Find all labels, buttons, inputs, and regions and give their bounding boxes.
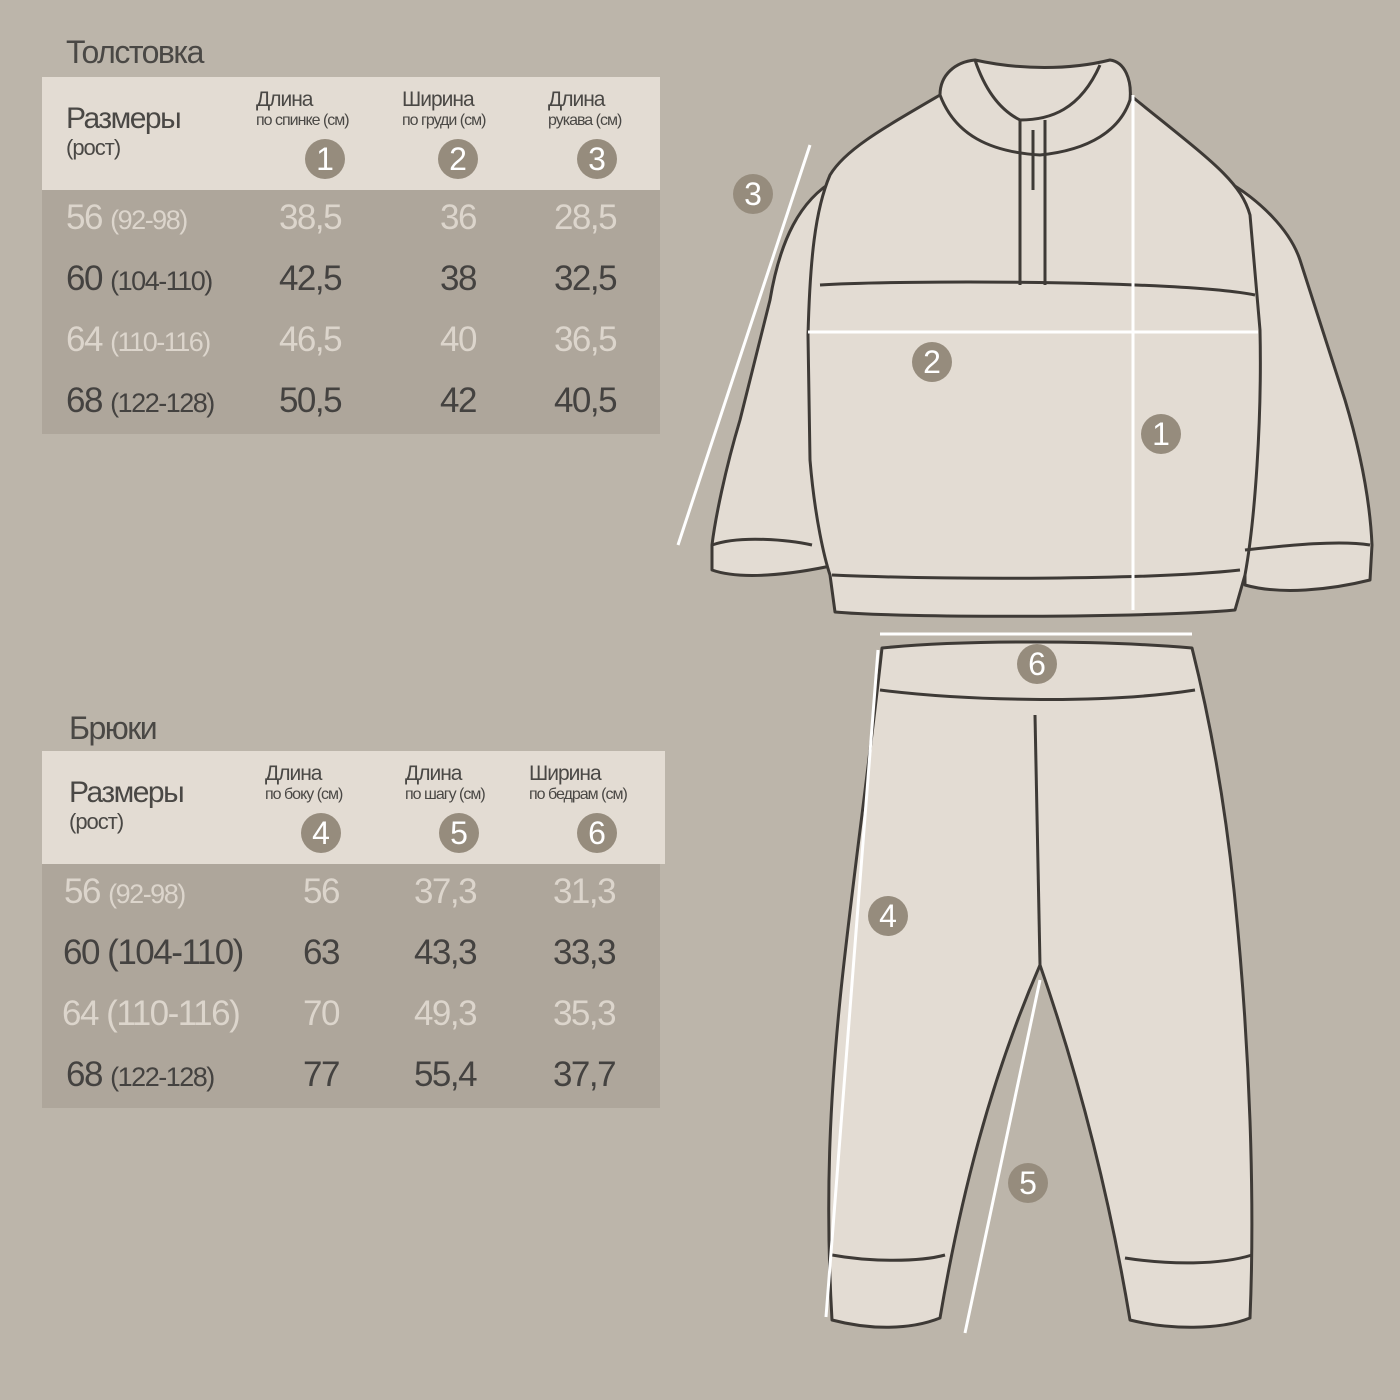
table-header: Размеры (рост) Длина по боку (см) Длина по…	[42, 751, 665, 864]
column-header-side-length: Длина по боку (см)	[265, 762, 343, 804]
side-length-line	[824, 649, 880, 1318]
sizes-header: Размеры (рост)	[66, 102, 182, 161]
table-body: 56 (92-98) 38,5 36 28,5 60 (104-110) 42,…	[42, 190, 660, 434]
sweatshirt-right-sleeve	[1223, 178, 1374, 592]
badge-4: 4	[301, 813, 341, 853]
table-header: Размеры (рост) Длина по спинке (см) Ширин…	[42, 77, 660, 190]
height-label: (рост)	[66, 135, 121, 160]
marker-1: 1	[1141, 414, 1181, 454]
hoodie-title: Толстовка	[66, 34, 204, 70]
column-header-back-length: Длина по спинке (см)	[256, 88, 350, 130]
marker-4: 4	[868, 896, 908, 936]
column-header-sleeve-length: Длина рукава (см)	[548, 88, 622, 130]
table-row: 56 (92-98) 38,5 36 28,5	[66, 198, 618, 237]
pants-title: Брюки	[69, 710, 158, 746]
height-label: (рост)	[69, 809, 124, 834]
pants-size-table: Размеры (рост) Длина по боку (см) Длина по…	[42, 751, 665, 1108]
sizes-label: Размеры	[69, 776, 185, 809]
pants	[827, 640, 1254, 1329]
marker-5: 5	[1008, 1163, 1048, 1203]
badge-1: 1	[305, 139, 345, 179]
table-row: 60 (104-110) 42,5 38 32,5	[66, 259, 618, 298]
sleeve-length-line	[676, 144, 812, 546]
table-row: 64 (110-116) 46,5 40 36,5	[66, 320, 618, 359]
column-header-hip-width: Ширина по бедрам (см)	[529, 762, 628, 804]
table-row: 64 (110-116) 70 49,3 35,3	[62, 994, 617, 1033]
table-body: 56 (92-98) 56 37,3 31,3 60 (104-110) 63 …	[42, 864, 660, 1108]
badge-6: 6	[577, 813, 617, 853]
measurement-lines	[676, 95, 1258, 1334]
sizes-header: Размеры (рост)	[69, 776, 185, 835]
table-row: 60 (104-110) 63 43,3 33,3	[63, 933, 617, 972]
column-header-chest-width: Ширина по груди (см)	[402, 88, 486, 130]
badge-2: 2	[438, 139, 478, 179]
sweatshirt-body	[806, 93, 1262, 618]
table-row: 56 (92-98) 56 37,3 31,3	[64, 872, 617, 911]
table-row: 68 (122-128) 77 55,4 37,7	[66, 1055, 617, 1094]
marker-3: 3	[733, 174, 773, 214]
hoodie-size-table: Размеры (рост) Длина по спинке (см) Ширин…	[42, 77, 660, 434]
badge-5: 5	[439, 813, 479, 853]
sizes-label: Размеры	[66, 102, 182, 135]
sweatshirt-left-sleeve	[710, 178, 837, 577]
inseam-length-line	[963, 979, 1042, 1334]
badge-3: 3	[577, 139, 617, 179]
column-header-inseam-length: Длина по шагу (см)	[405, 762, 486, 804]
marker-6: 6	[1017, 644, 1057, 684]
marker-2: 2	[912, 342, 952, 382]
table-row: 68 (122-128) 50,5 42 40,5	[66, 381, 618, 420]
